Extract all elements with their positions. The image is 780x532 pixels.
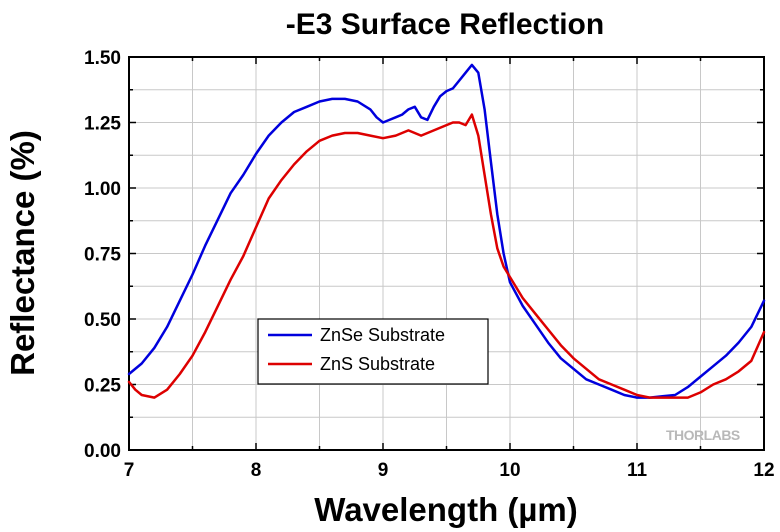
x-axis-label: Wavelength (µm) [314, 491, 577, 528]
y-tick-label: 0.75 [84, 245, 121, 266]
y-tick-label: 1.50 [84, 48, 121, 69]
x-tick-label: 10 [499, 460, 520, 481]
legend-label-zns: ZnS Substrate [320, 354, 435, 374]
y-tick-label: 0.50 [84, 310, 121, 331]
y-tick-label: 0.00 [84, 441, 121, 462]
chart-title: -E3 Surface Reflection [286, 8, 604, 41]
x-tick-label: 8 [251, 460, 262, 481]
x-tick-label: 12 [753, 460, 774, 481]
legend: ZnSe Substrate ZnS Substrate [257, 318, 489, 385]
legend-box [257, 318, 489, 385]
series-line-zns-substrate [127, 113, 766, 399]
x-tick-label: 7 [124, 460, 135, 481]
y-tick-label: 1.25 [84, 114, 121, 135]
y-tick-label: 1.00 [84, 179, 121, 200]
y-axis-label: Reflectance (%) [4, 130, 41, 376]
thorlabs-watermark: THORLABS [666, 427, 740, 443]
watermark-text: THORLABS [666, 427, 740, 443]
grid [129, 57, 764, 450]
legend-label-znse: ZnSe Substrate [320, 325, 445, 345]
series-line-znse-substrate [127, 63, 766, 399]
series-lines [127, 63, 766, 399]
axis-ticks: 7 8 9 10 11 12 0.00 0.25 0.50 0.75 1.00 1.25 1.50 [84, 48, 775, 481]
x-tick-label: 11 [627, 460, 648, 481]
y-tick-label: 0.25 [84, 376, 121, 397]
x-tick-label: 9 [378, 460, 389, 481]
